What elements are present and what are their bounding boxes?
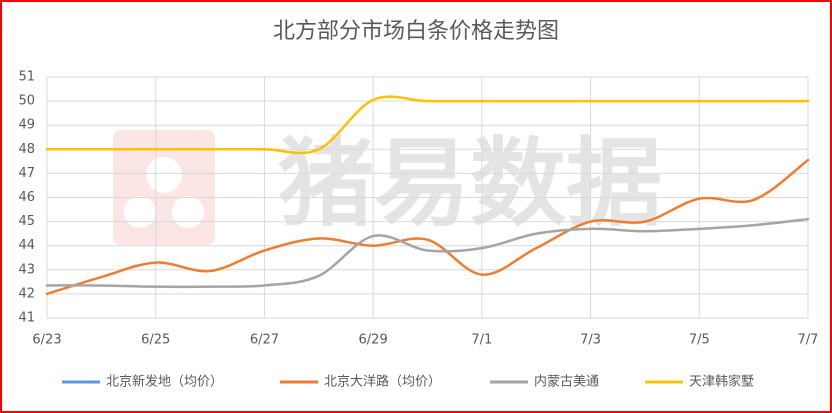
watermark: 猪易数据 (278, 127, 662, 239)
chart-title: 北方部分市场白条价格走势图 (273, 19, 559, 44)
legend-label: 天津韩家墅 (689, 374, 754, 390)
y-tick-label: 49 (18, 118, 35, 133)
x-tick-label: 6/23 (32, 333, 61, 348)
y-tick-label: 51 (18, 70, 35, 85)
legend-label: 北京新发地（均价） (106, 374, 223, 390)
x-tick-label: 7/3 (580, 333, 601, 348)
y-tick-label: 44 (18, 238, 35, 253)
y-tick-label: 43 (18, 262, 35, 277)
y-tick-label: 50 (18, 94, 35, 109)
watermark-logo (113, 130, 215, 245)
y-tick-label: 41 (18, 311, 35, 326)
legend-label: 北京大洋路（均价） (324, 374, 441, 390)
x-tick-label: 7/5 (689, 333, 710, 348)
x-tick-label: 6/25 (141, 333, 170, 348)
x-tick-label: 7/7 (798, 333, 819, 348)
y-tick-label: 47 (18, 166, 35, 181)
series-line (45, 158, 810, 296)
x-tick-label: 6/27 (250, 333, 279, 348)
y-tick-label: 42 (18, 286, 35, 301)
x-tick-label: 7/1 (471, 333, 492, 348)
series-line (45, 95, 810, 155)
legend-label: 内蒙古美通 (534, 374, 599, 390)
series-line (45, 217, 810, 289)
y-tick-label: 45 (18, 214, 35, 229)
y-tick-label: 46 (18, 190, 35, 205)
x-tick-label: 6/29 (359, 333, 388, 348)
y-tick-label: 48 (18, 142, 35, 157)
